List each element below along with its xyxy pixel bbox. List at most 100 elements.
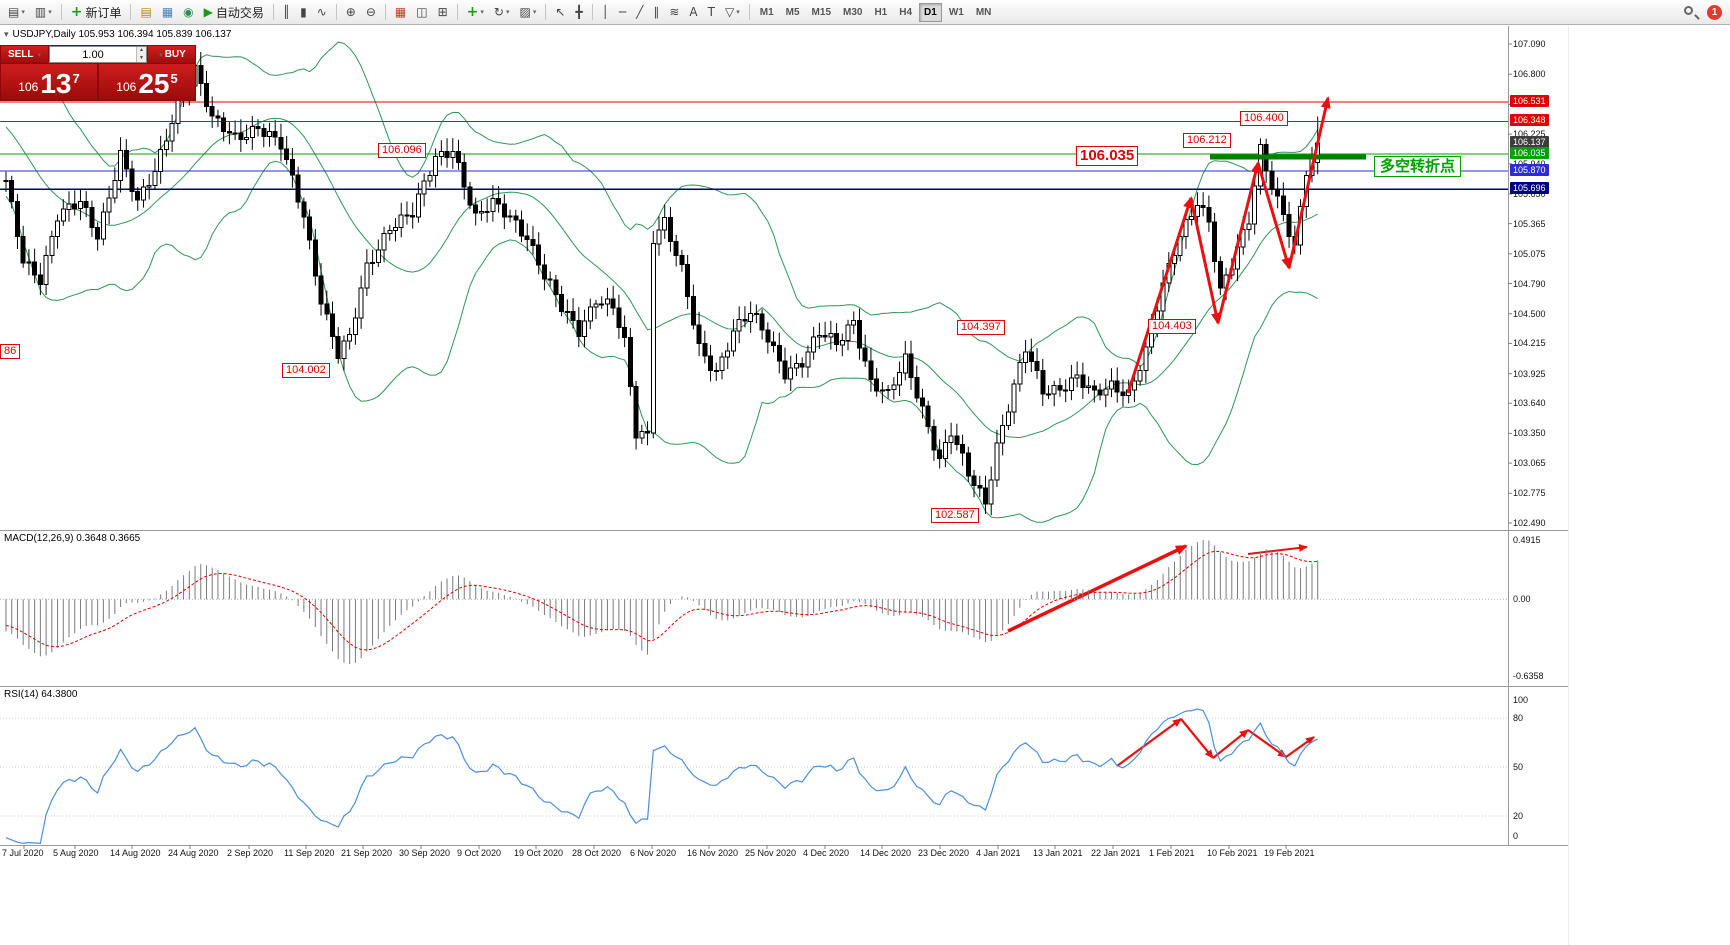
chevron-down-icon: ▾ (480, 9, 484, 16)
timeframe-H1[interactable]: H1 (874, 6, 888, 18)
timeframe-M15[interactable]: M15 (811, 6, 831, 18)
bar-chart-button[interactable]: ║ (279, 2, 294, 22)
chart-area[interactable] (0, 26, 1508, 845)
text-icon: A (689, 5, 698, 19)
symbol-name: USDJPY,Daily (12, 29, 76, 40)
template-icon: ▨ (519, 5, 531, 19)
trendline-button[interactable]: ╱ (632, 2, 647, 22)
toolbar-separator (60, 4, 62, 20)
chevron-down-icon: ▾ (37, 51, 42, 59)
trendline-icon: ╱ (636, 5, 644, 19)
add-indicator-button[interactable]: + ▾ (463, 2, 488, 22)
volume-input[interactable] (50, 47, 137, 62)
new-chart-button[interactable]: ▤ ▾ (4, 2, 29, 22)
shapes-button[interactable]: ▽ ▾ (721, 2, 744, 22)
sell-button[interactable]: SELL ▾ (1, 46, 48, 63)
period-button[interactable]: ↻ ▾ (490, 2, 514, 22)
sell-price-sup: 7 (72, 71, 80, 86)
equidistant-channel-button[interactable]: ∥ (649, 2, 663, 22)
timeframe-M1[interactable]: M1 (759, 6, 774, 18)
timeframe-D1[interactable]: D1 (919, 2, 942, 22)
indicators-icon: ▦ (394, 5, 407, 19)
autotrade-icon: ▶ (203, 5, 213, 19)
volume-up-button[interactable]: ▲ (137, 47, 146, 55)
template-button[interactable]: ▨ ▾ (516, 2, 541, 22)
vertical-line-button[interactable]: │ (598, 2, 613, 22)
sell-price-prefix: 106 (18, 80, 39, 94)
buy-button[interactable]: ▾ BUY (148, 46, 195, 63)
profiles-button[interactable]: ▥ ▾ (31, 2, 56, 22)
search-icon[interactable] (1682, 4, 1700, 21)
tile-windows-button[interactable]: ◫ (412, 2, 431, 22)
new-order-icon: + (70, 4, 83, 20)
cascade-windows-icon: ⊞ (437, 5, 448, 19)
toolbar-separator (130, 4, 132, 20)
timeframe-M30[interactable]: M30 (843, 6, 863, 18)
autotrade-button[interactable]: ▶ 自动交易 (200, 2, 268, 22)
sell-price-button[interactable]: 106 13 7 (1, 64, 97, 100)
equidistant-channel-icon: ∥ (653, 5, 660, 19)
timeframe-MN[interactable]: MN (975, 6, 992, 18)
sell-price-big: 13 (40, 68, 72, 99)
volume-box: ▲ ▼ (49, 46, 147, 63)
chevron-down-icon: ▾ (21, 9, 25, 16)
bar-chart-icon: ║ (282, 5, 291, 19)
data-window-button[interactable]: ▦ (158, 2, 177, 22)
line-chart-button[interactable]: ∿ (313, 2, 331, 22)
new-order-button-label: 新订单 (85, 5, 122, 20)
buy-price-sup: 5 (170, 71, 178, 86)
macd-title: MACD(12,26,9) (4, 533, 74, 544)
indicators-button[interactable]: ▦ (391, 2, 410, 22)
timeframe-M5[interactable]: M5 (785, 6, 800, 18)
buy-price-big: 25 (138, 68, 170, 99)
cursor-button[interactable]: ↖ (551, 2, 569, 22)
toolbar-separator (272, 4, 274, 20)
cascade-windows-button[interactable]: ⊞ (434, 2, 452, 22)
magnifier-circle (1684, 5, 1693, 15)
strategy-tester-button[interactable]: ◉ (179, 2, 197, 22)
rsi-label: RSI(14) 64.3800 (4, 689, 77, 700)
one-click-trading-panel: SELL ▾ ▲ ▼ ▾ BUY 106 13 7 106 25 5 (0, 45, 196, 101)
rsi-title: RSI(14) (4, 689, 39, 700)
toolbar-separator (384, 4, 386, 20)
toolbar-separator (456, 4, 458, 20)
new-order-button[interactable]: + 新订单 (67, 2, 126, 22)
volume-down-button[interactable]: ▼ (137, 54, 146, 62)
horizontal-line-button[interactable]: ─ (615, 2, 630, 22)
magnifier-handle (1694, 13, 1700, 20)
candlestick-chart-button[interactable]: ▮ (296, 2, 311, 22)
data-window-icon: ▦ (161, 5, 174, 19)
chevron-down-icon: ▾ (48, 9, 52, 16)
crosshair-icon: ╋ (575, 5, 583, 19)
zoom-out-button[interactable]: ⊖ (362, 2, 380, 22)
text-button[interactable]: A (685, 2, 701, 22)
chevron-down-icon: ▾ (736, 9, 740, 16)
symbol-ohlc-label: ▾ USDJPY,Daily 105.953 106.394 105.839 10… (4, 29, 231, 40)
timeframe-W1[interactable]: W1 (948, 6, 964, 18)
macd-values: 0.3648 0.3665 (76, 533, 141, 544)
one-click-collapse-icon[interactable]: ▾ (4, 29, 9, 39)
toolbar: ▤ ▾ ▥ ▾ + 新订单 ▤ ▦ ◉ ▶ 自动交易 ║ ▮ ∿ ⊕ ⊖ ▦ ◫ ⊞ + ▾ ↻ ▾ ▨ ▾ ↖ ╋ │ ─ ╱ ∥ ≋ A T ▽… (0, 0, 1730, 25)
fibonacci-button[interactable]: ≋ (665, 2, 683, 22)
buy-price-button[interactable]: 106 25 5 (99, 64, 195, 100)
horizontal-line-icon: ─ (618, 5, 627, 19)
market-watch-button[interactable]: ▤ (136, 2, 155, 22)
timeframe-H4[interactable]: H4 (899, 6, 913, 18)
toolbar-separator (591, 4, 593, 20)
ohlc-values: 105.953 106.394 105.839 106.137 (78, 29, 232, 40)
label-button[interactable]: T (704, 2, 719, 22)
crosshair-button[interactable]: ╋ (571, 2, 586, 22)
notification-badge[interactable]: 1 (1707, 4, 1722, 20)
line-chart-icon: ∿ (316, 5, 327, 19)
zoom-in-button[interactable]: ⊕ (342, 2, 360, 22)
cursor-icon: ↖ (555, 5, 566, 19)
label-icon: T (707, 5, 715, 19)
chevron-down-icon: ▾ (159, 51, 163, 59)
sell-button-label: SELL (7, 49, 34, 60)
buy-price-prefix: 106 (116, 80, 137, 94)
vertical-line-icon: │ (601, 5, 609, 19)
chevron-down-icon: ▾ (505, 9, 510, 16)
shapes-icon: ▽ (724, 5, 735, 19)
fibonacci-icon: ≋ (669, 5, 680, 19)
